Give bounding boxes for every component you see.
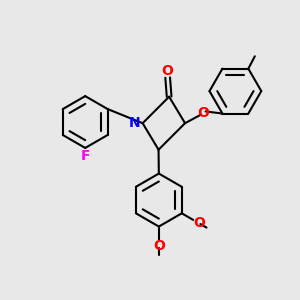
Text: O: O [193,216,205,230]
Text: O: O [197,106,208,120]
Text: O: O [162,64,174,78]
Text: F: F [80,149,90,163]
Text: N: N [129,116,140,130]
Text: O: O [153,239,165,253]
